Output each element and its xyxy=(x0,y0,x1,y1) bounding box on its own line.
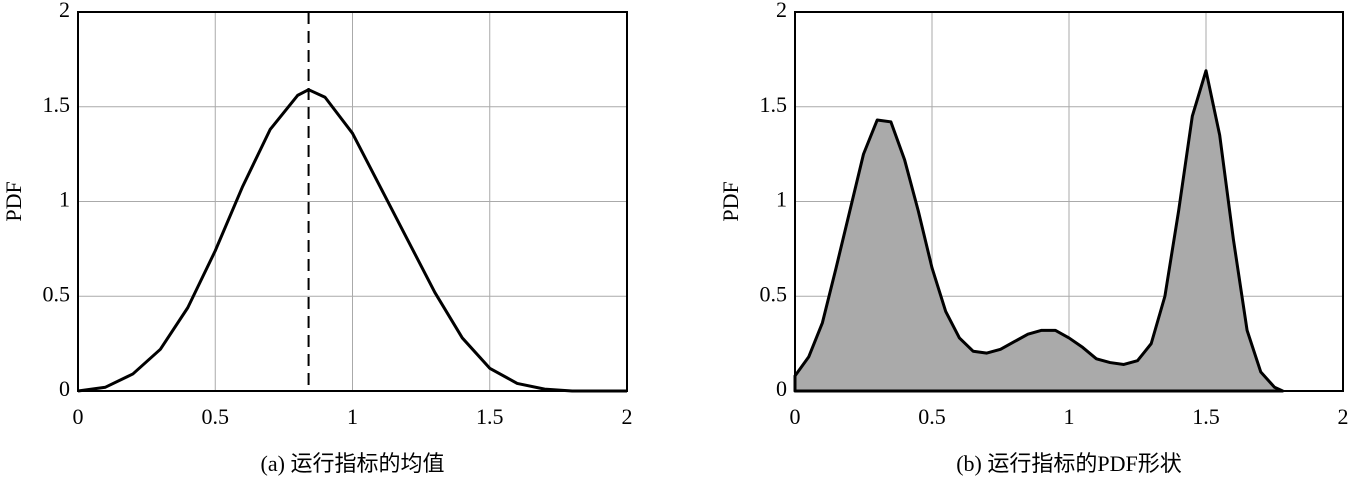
y-tick-label: 1.5 xyxy=(760,92,788,117)
y-tick-label: 0 xyxy=(776,376,787,401)
x-tick-label: 1 xyxy=(347,404,358,429)
y-tick-label: 0.5 xyxy=(760,281,788,306)
y-tick-label: 2 xyxy=(776,0,787,22)
caption: (b) 运行指标的PDF形状 xyxy=(956,451,1182,476)
pdf-line xyxy=(77,88,627,393)
pdf-area xyxy=(793,69,1285,393)
x-tick-label: 0 xyxy=(790,404,801,429)
plot-frame xyxy=(77,11,628,392)
y-axis-label: PDF xyxy=(718,181,743,221)
y-tick-label: 0 xyxy=(59,376,70,401)
x-tick-label: 1.5 xyxy=(476,404,504,429)
x-tick-label: 2 xyxy=(1338,404,1349,429)
plot-frame xyxy=(794,11,1344,392)
y-axis-label: PDF xyxy=(1,181,26,221)
y-tick-label: 0.5 xyxy=(43,281,71,306)
x-tick-label: 1.5 xyxy=(1192,404,1220,429)
x-tick-label: 1 xyxy=(1064,404,1075,429)
caption: (a) 运行指标的均值 xyxy=(261,451,445,476)
y-tick-label: 1 xyxy=(59,187,70,212)
x-tick-label: 0.5 xyxy=(202,404,230,429)
x-tick-label: 0 xyxy=(73,404,84,429)
x-tick-label: 2 xyxy=(622,404,633,429)
x-tick-label: 0.5 xyxy=(918,404,946,429)
y-tick-label: 2 xyxy=(59,0,70,22)
y-tick-label: 1 xyxy=(776,187,787,212)
y-tick-label: 1.5 xyxy=(43,92,71,117)
